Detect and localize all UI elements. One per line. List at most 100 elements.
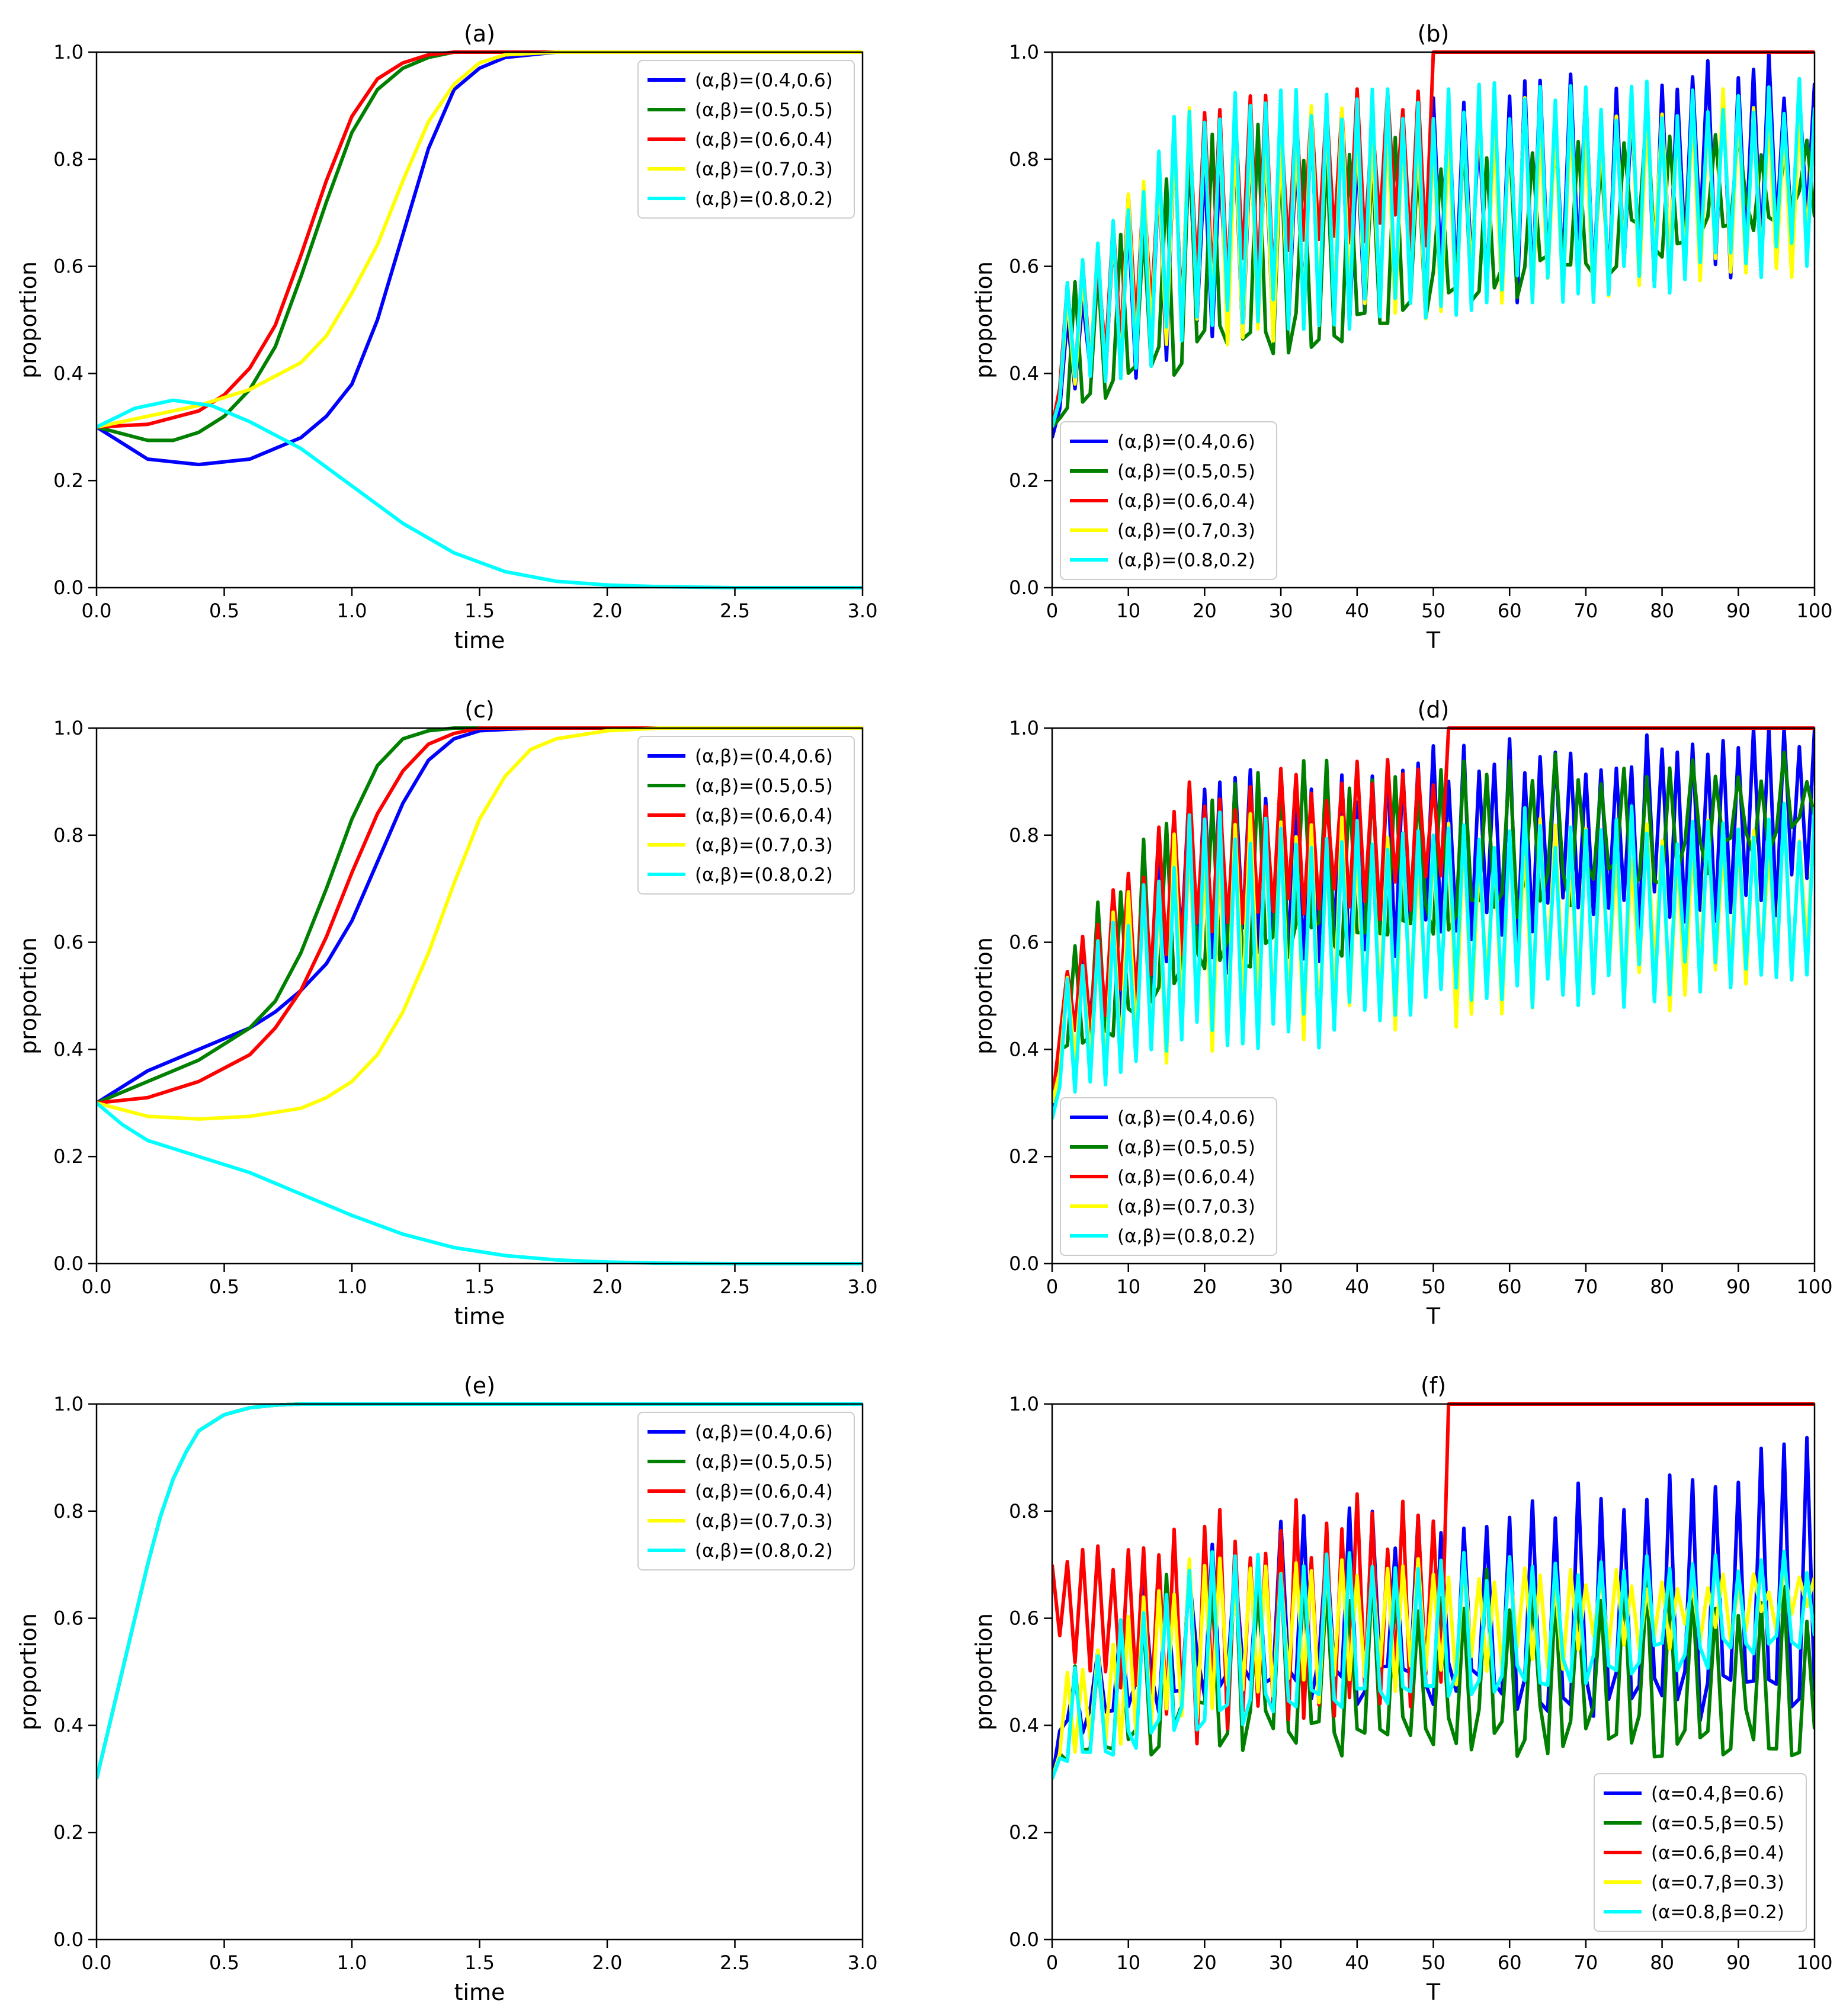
y-tick-label: 1.0: [53, 717, 84, 739]
legend-label: (α,β)=(0.4,0.6): [695, 1422, 833, 1443]
x-tick-label: 3.0: [848, 1275, 878, 1298]
y-tick-label: 0.2: [53, 1145, 84, 1168]
x-tick-label: 100: [1796, 600, 1832, 622]
y-tick-label: 1.0: [1009, 41, 1039, 63]
x-axis-label: T: [1426, 1979, 1441, 2005]
legend-label: (α,β)=(0.5,0.5): [695, 100, 833, 121]
x-tick-label: 2.0: [592, 1275, 623, 1298]
x-tick-label: 70: [1574, 600, 1598, 622]
series-group: [97, 50, 863, 589]
legend-label: (α,β)=(0.7,0.3): [1117, 1196, 1255, 1217]
y-tick-label: 0.4: [1009, 1038, 1039, 1060]
chart-title: (b): [1418, 21, 1450, 47]
legend: (α,β)=(0.4,0.6) (α,β)=(0.5,0.5) (α,β)=(0.6…: [637, 736, 855, 895]
legend-label: (α,β)=(0.5,0.5): [695, 1451, 833, 1473]
y-tick-label: 0.8: [53, 1500, 84, 1523]
y-tick-label: 0.6: [53, 1607, 84, 1630]
legend-label: (α,β)=(0.5,0.5): [1117, 461, 1255, 482]
y-axis-label: proportion: [15, 261, 41, 379]
series-group: [1052, 726, 1815, 1120]
series-line-5: [97, 398, 863, 589]
y-axis-label: proportion: [971, 937, 997, 1055]
y-tick-label: 0.4: [53, 1038, 84, 1060]
legend-label: (α,β)=(0.7,0.3): [695, 1511, 833, 1532]
legend-label: (α=0.5,β=0.5): [1651, 1813, 1784, 1834]
x-tick-label: 70: [1574, 1275, 1598, 1298]
x-tick-label: 20: [1193, 1951, 1217, 1974]
x-tick-label: 90: [1726, 1275, 1751, 1298]
legend-label: (α,β)=(0.6,0.4): [695, 1481, 833, 1502]
x-tick-label: 2.0: [592, 600, 623, 622]
chart-e: (e) 0.0 0.5 1.0 1.5 2.0 2.5 3.0 0.0 0.2 0.4 0.6 0.8 1…: [15, 1373, 877, 2005]
x-tick-label: 1.5: [464, 1951, 495, 1974]
legend-box: [1060, 421, 1277, 580]
x-tick-label: 2.5: [720, 600, 750, 622]
x-tick-label: 1.0: [337, 1951, 367, 1974]
x-tick-label: 70: [1574, 1951, 1598, 1974]
x-tick-label: 30: [1269, 600, 1293, 622]
chart-title: (e): [464, 1373, 495, 1399]
x-tick-label: 0: [1046, 1275, 1058, 1298]
legend-label: (α,β)=(0.4,0.6): [695, 70, 833, 91]
x-tick-label: 0.5: [209, 600, 239, 622]
chart-f: (f) 0 10 20 30 40 50 60 70 80 90 100 0.0 0.2 0.4 0.6 0.8…: [971, 1373, 1833, 2005]
legend-label: (α=0.4,β=0.6): [1651, 1783, 1784, 1805]
x-tick-label: 2.5: [720, 1275, 750, 1298]
x-axis-label: time: [454, 1303, 505, 1329]
y-tick-label: 0.8: [1009, 824, 1039, 847]
series-line-3: [97, 50, 863, 429]
y-tick-label: 0.0: [53, 576, 84, 599]
legend-label: (α,β)=(0.8,0.2): [1117, 550, 1255, 571]
legend-label: (α,β)=(0.6,0.4): [695, 129, 833, 150]
chart-title: (f): [1421, 1373, 1446, 1399]
x-tick-label: 1.5: [464, 1275, 495, 1298]
y-tick-label: 0.2: [1009, 469, 1039, 492]
y-tick-label: 0.8: [1009, 148, 1039, 171]
y-tick-label: 0.0: [53, 1252, 84, 1275]
legend-box: [1594, 1773, 1807, 1932]
x-tick-label: 0.0: [82, 1951, 112, 1974]
y-tick-label: 0.4: [53, 362, 84, 384]
x-tick-label: 20: [1193, 1275, 1217, 1298]
x-tick-label: 10: [1116, 1951, 1140, 1974]
chart-title: (a): [464, 21, 495, 47]
y-tick-label: 0.6: [1009, 1607, 1039, 1630]
x-tick-label: 0.0: [82, 1275, 112, 1298]
legend: (α,β)=(0.4,0.6) (α,β)=(0.5,0.5) (α,β)=(0.6…: [1060, 1097, 1277, 1256]
series-group: [1052, 1402, 1815, 1780]
x-tick-label: 50: [1421, 1951, 1445, 1974]
y-tick-label: 0.0: [1009, 1928, 1039, 1951]
x-tick-label: 60: [1498, 1951, 1522, 1974]
y-tick-label: 0.0: [1009, 1252, 1039, 1275]
x-tick-label: 1.5: [464, 600, 495, 622]
chart-title: (c): [464, 697, 495, 723]
y-tick-label: 0.8: [53, 824, 84, 847]
y-axis-label: proportion: [15, 1613, 41, 1730]
legend: (α,β)=(0.4,0.6) (α,β)=(0.5,0.5) (α,β)=(0.6…: [637, 1412, 855, 1571]
x-tick-label: 40: [1345, 1275, 1369, 1298]
y-tick-label: 1.0: [1009, 717, 1039, 739]
x-tick-label: 0.5: [209, 1951, 239, 1974]
y-tick-label: 0.8: [1009, 1500, 1039, 1523]
series-line-4: [97, 50, 863, 429]
y-tick-label: 0.2: [1009, 1821, 1039, 1844]
y-tick-label: 0.2: [53, 469, 84, 492]
series-line-1: [97, 726, 863, 1105]
y-tick-label: 0.8: [53, 148, 84, 171]
x-tick-label: 60: [1498, 600, 1522, 622]
x-axis-label: T: [1426, 1303, 1441, 1329]
x-tick-label: 2.5: [720, 1951, 750, 1974]
x-tick-label: 100: [1796, 1275, 1832, 1298]
y-tick-label: 0.2: [53, 1821, 84, 1844]
legend-label: (α,β)=(0.8,0.2): [695, 1540, 833, 1562]
y-tick-label: 0.6: [1009, 255, 1039, 278]
chart-a: (a) 0.0 0.5 1.0 1.5 2.0 2.5 3.0 0.0 0.2 0.4 0.6 0.8 1…: [15, 21, 877, 653]
y-tick-label: 0.4: [1009, 362, 1039, 384]
legend: (α,β)=(0.4,0.6) (α,β)=(0.5,0.5) (α,β)=(0.6…: [1060, 421, 1277, 580]
legend-label: (α,β)=(0.4,0.6): [1117, 1107, 1255, 1129]
x-tick-label: 0.5: [209, 1275, 239, 1298]
x-tick-label: 100: [1796, 1951, 1832, 1974]
y-tick-label: 0.6: [53, 255, 84, 278]
x-tick-label: 30: [1269, 1951, 1293, 1974]
